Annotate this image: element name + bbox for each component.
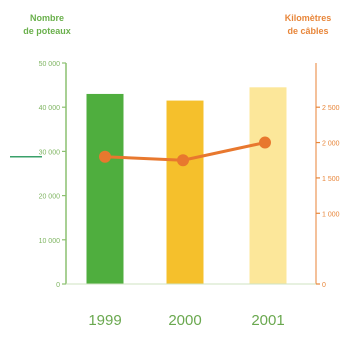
x-tick-label-2000: 2000 [168, 312, 201, 329]
bar-2001 [249, 87, 287, 284]
x-tick-label-2001: 2001 [251, 312, 284, 329]
left-axis-tick-label: 30 000 [39, 149, 61, 156]
left-axis-tick-label: 40 000 [39, 105, 61, 112]
right-axis-tick-label: 2 500 [322, 105, 340, 112]
cable-point-2000 [177, 154, 189, 167]
left-axis-tick-label: 10 000 [39, 238, 61, 245]
right-axis-title: Kilomètres de câbles [268, 12, 348, 38]
right-axis-title-line-2: de câbles [287, 26, 329, 36]
left-axis-title: Nombre de poteaux [8, 12, 86, 38]
left-axis-title-line-1: Nombre [29, 13, 64, 23]
x-tick-label-1999: 1999 [88, 312, 121, 329]
cable-point-2001 [259, 136, 271, 149]
left-axis-tick-label: 0 [56, 282, 60, 289]
right-axis-tick-label: 2 000 [322, 141, 340, 148]
left-axis-tick-label: 50 000 [39, 61, 61, 68]
right-axis-tick-label: 0 [322, 282, 326, 289]
right-axis-tick-label: 1 000 [322, 211, 340, 218]
bar-1999 [86, 93, 124, 284]
cable-point-1999 [99, 150, 111, 163]
left-axis-title-line-2: de poteaux [23, 26, 71, 36]
left-axis-tick-label: 20 000 [39, 194, 61, 201]
right-axis-title-line-1: Kilomètres [284, 13, 332, 23]
bar-2000 [166, 100, 204, 284]
right-axis-tick-label: 1 500 [322, 176, 340, 183]
